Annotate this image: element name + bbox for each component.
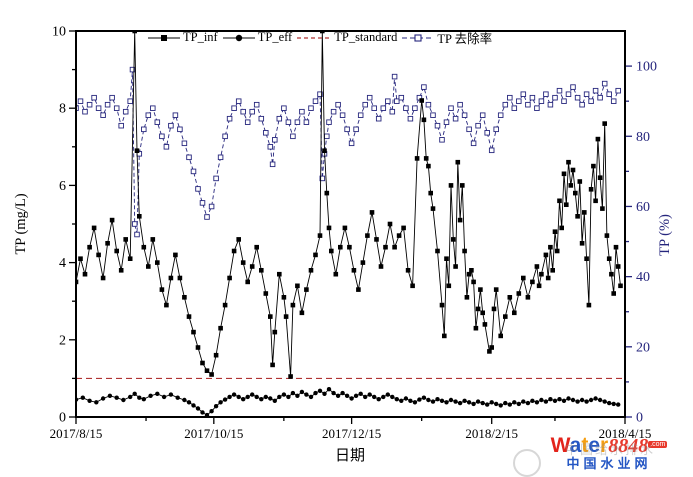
y-tick-label-left: 4 [59,256,66,271]
watermark-ghost-seal-icon [513,449,541,477]
legend-marker-tp-removal-icon [402,33,435,42]
legend-item-tp-removal: TP 去除率 [402,28,492,47]
legend-item-tp-eff: TP_eff [222,30,293,45]
watermark-subtitle: 中国水业网 [566,456,652,472]
legend-label-tp-removal: TP 去除率 [437,32,493,46]
legend-item-tp-standard: TP_standard [297,30,397,45]
legend-marker-tp-eff-icon [222,34,255,41]
x-tick-label: 2018/4/15 [599,426,652,441]
y-tick-label-right: 100 [636,60,657,75]
legend-label-tp-standard: TP_standard [334,30,398,44]
x-tick-labels: 2017/8/15 2017/10/15 2017/12/15 2018/2/15 20… [50,426,652,441]
chart-legend: TP_inf TP_eff TP_standard TP 去除率 [148,29,497,46]
x-axis-title: 日期 [334,448,365,464]
x-tick-label: 2018/2/15 [465,426,518,441]
legend-label-tp-inf: TP_inf [183,30,218,44]
y-axis-ticks-right [625,65,632,418]
watermark: 中国给水排水 Water8848 .com 中国水业网 [513,435,689,477]
y-tick-label-left: 2 [59,333,66,348]
watermark-letter-e: e [588,434,601,458]
watermark-letter-w: W [550,434,570,458]
y-tick-label-right: 20 [636,340,650,355]
y-tick-label-right: 80 [636,130,650,145]
legend-label-tp-eff: TP_eff [257,30,293,44]
y-axis-title-right: TP (%) [657,214,673,256]
watermark-letter-t: t [581,434,589,458]
x-tick-label: 2017/12/15 [322,426,381,441]
watermark-ghost-text: 中国给水排水 [564,442,655,458]
y-tick-labels-left: 0 2 4 6 8 10 [52,25,66,426]
series-tp-removal [76,66,621,238]
y-tick-label-left: 8 [59,102,66,117]
y-tick-labels-right: 0 20 40 60 80 100 [636,60,657,426]
y-tick-label-left: 0 [59,411,66,426]
x-tick-label: 2017/10/15 [184,426,243,441]
y-axis-title-left: TP (mg/L) [13,193,29,255]
series-tp-eff [76,387,621,417]
watermark-letter-r: r [600,434,609,458]
watermark-letter-a: a [569,434,582,458]
watermark-dotcom-badge: .com [648,440,668,449]
y-axis-ticks-left [69,30,76,418]
watermark-brand: Water8848 .com [529,435,689,457]
y-tick-label-left: 6 [59,179,66,194]
series-tp-inf [76,31,623,379]
x-tick-label: 2017/8/15 [50,426,103,441]
plot-border [75,30,626,418]
y-tick-label-right: 40 [636,270,650,285]
watermark-digits: 8848 [608,435,649,458]
legend-marker-tp-standard-icon [297,36,332,39]
y-tick-label-right: 60 [636,200,650,215]
legend-item-tp-inf: TP_inf [148,30,218,45]
legend-marker-tp-inf-icon [148,34,180,41]
x-axis-ticks [75,417,626,424]
y-tick-label-right: 0 [636,411,643,426]
y-tick-label-left: 10 [52,25,66,40]
